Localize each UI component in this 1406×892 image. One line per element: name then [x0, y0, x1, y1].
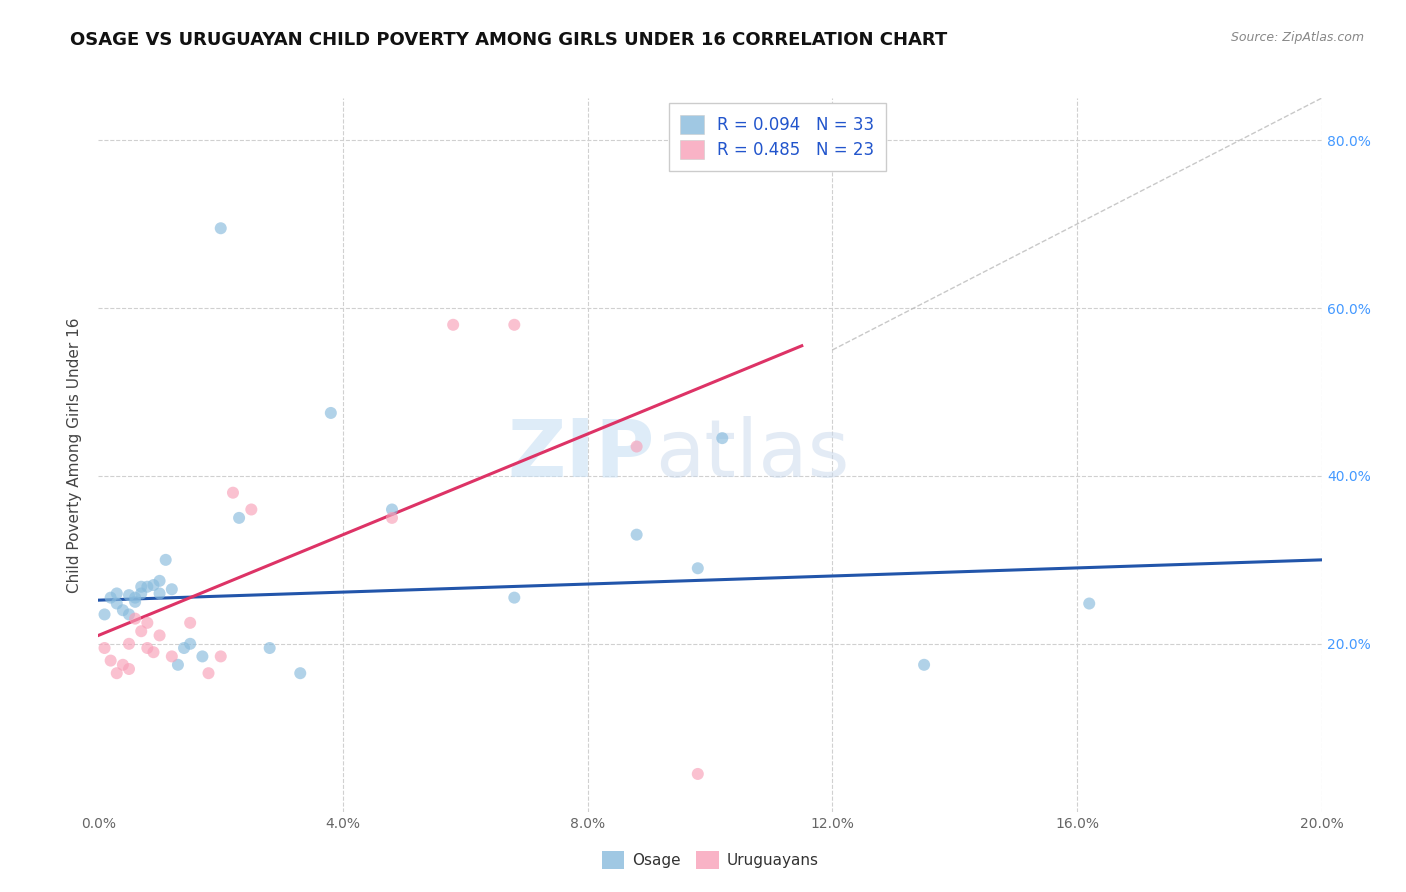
- Point: [626, 440, 648, 454]
- Y-axis label: Child Poverty Among Girls Under 16: Child Poverty Among Girls Under 16: [67, 318, 83, 592]
- Point: [173, 640, 195, 655]
- Point: [111, 657, 134, 672]
- Point: [149, 586, 172, 600]
- Point: [179, 615, 201, 630]
- Point: [136, 580, 159, 594]
- Point: [167, 657, 190, 672]
- Point: [118, 662, 141, 676]
- Point: [259, 640, 281, 655]
- Point: [160, 649, 183, 664]
- Point: [319, 406, 342, 420]
- Point: [290, 666, 312, 681]
- Point: [191, 649, 214, 664]
- Text: OSAGE VS URUGUAYAN CHILD POVERTY AMONG GIRLS UNDER 16 CORRELATION CHART: OSAGE VS URUGUAYAN CHILD POVERTY AMONG G…: [70, 31, 948, 49]
- Point: [179, 637, 201, 651]
- Point: [129, 580, 152, 594]
- Point: [93, 640, 115, 655]
- Point: [711, 431, 734, 445]
- Point: [118, 588, 141, 602]
- Point: [209, 221, 232, 235]
- Point: [111, 603, 134, 617]
- Point: [228, 511, 250, 525]
- Legend: Osage, Uruguayans: Osage, Uruguayans: [595, 845, 825, 875]
- Point: [381, 502, 404, 516]
- Point: [142, 645, 165, 659]
- Point: [105, 666, 128, 681]
- Point: [686, 767, 709, 781]
- Point: [93, 607, 115, 622]
- Point: [129, 586, 152, 600]
- Text: atlas: atlas: [655, 416, 849, 494]
- Point: [118, 637, 141, 651]
- Point: [129, 624, 152, 639]
- Point: [222, 485, 245, 500]
- Point: [197, 666, 219, 681]
- Point: [209, 649, 232, 664]
- Point: [686, 561, 709, 575]
- Point: [381, 511, 404, 525]
- Point: [124, 612, 146, 626]
- Point: [912, 657, 935, 672]
- Point: [441, 318, 464, 332]
- Point: [118, 607, 141, 622]
- Point: [105, 586, 128, 600]
- Point: [142, 578, 165, 592]
- Point: [100, 591, 122, 605]
- Point: [136, 615, 159, 630]
- Point: [1078, 597, 1101, 611]
- Point: [105, 597, 128, 611]
- Point: [149, 574, 172, 588]
- Point: [503, 318, 526, 332]
- Point: [124, 591, 146, 605]
- Text: ZIP: ZIP: [508, 416, 655, 494]
- Point: [160, 582, 183, 597]
- Point: [155, 553, 177, 567]
- Text: Source: ZipAtlas.com: Source: ZipAtlas.com: [1230, 31, 1364, 45]
- Point: [503, 591, 526, 605]
- Point: [136, 640, 159, 655]
- Point: [100, 654, 122, 668]
- Point: [240, 502, 263, 516]
- Point: [149, 628, 172, 642]
- Point: [626, 527, 648, 541]
- Point: [124, 595, 146, 609]
